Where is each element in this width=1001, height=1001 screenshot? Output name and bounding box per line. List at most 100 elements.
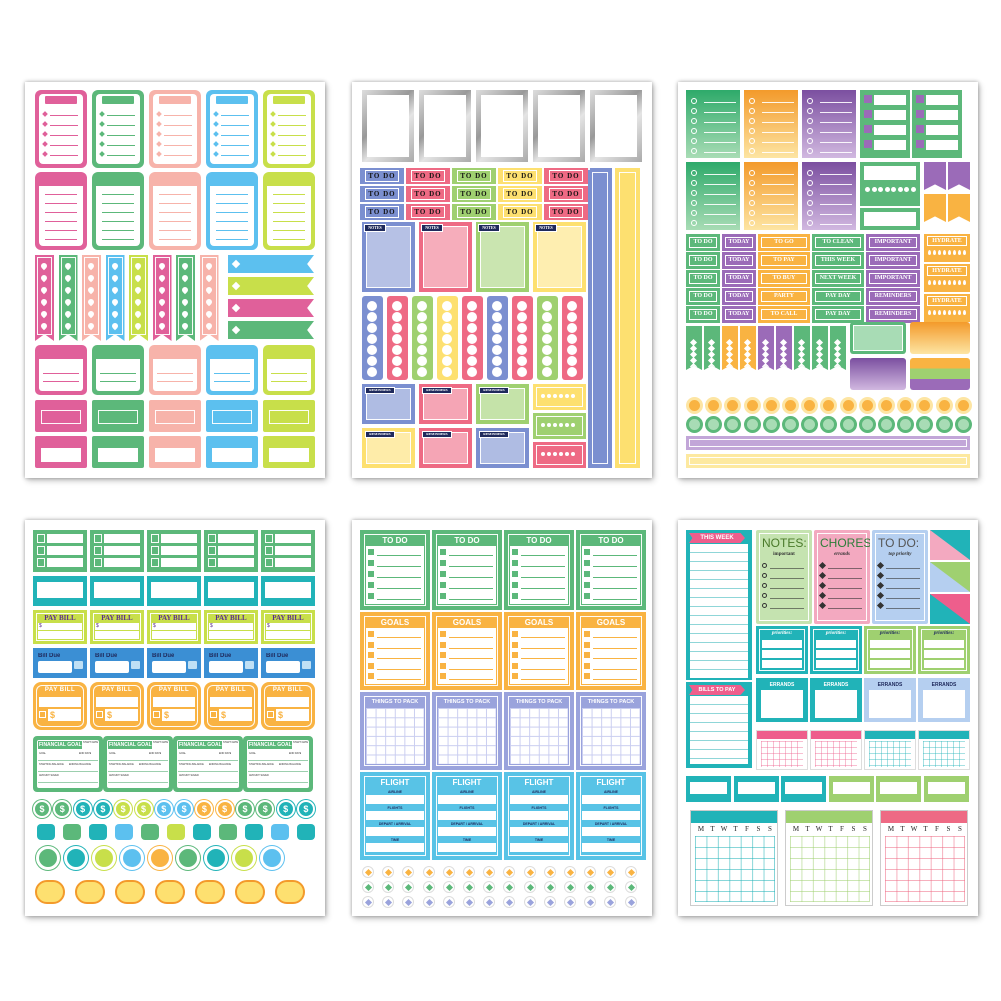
goals-title: GOALS: [524, 618, 554, 627]
checkbox: [440, 641, 446, 648]
calendar-grid: [815, 741, 857, 767]
sticker-frame: [104, 558, 140, 567]
photo-frame-sticker: [419, 90, 471, 162]
water-drop-icon: [948, 250, 951, 255]
header-band: [210, 349, 254, 359]
heart-icon: [833, 362, 842, 370]
heart-icon: [385, 898, 393, 907]
chores-title: CHORES:: [820, 536, 870, 550]
reminder-sticker: REMINDERS: [419, 428, 472, 468]
word-label-sticker: IMPORTANT: [866, 234, 920, 251]
reminder-tag: REMINDERS: [422, 431, 452, 438]
dollar-sign: $: [242, 804, 248, 814]
sticker-frame: [151, 546, 159, 555]
sticker-frame: [619, 172, 636, 464]
dot-sticker: [871, 187, 877, 192]
divider: [820, 142, 852, 143]
heart-icon: [627, 868, 635, 877]
writing-line: [178, 771, 238, 772]
sticker-frame: [208, 546, 216, 555]
sticker-frame: [580, 776, 642, 856]
money-icon-sticker: [193, 824, 211, 840]
checkbox: [368, 641, 374, 648]
heart-dot-sticker: [543, 881, 556, 893]
heart-icon: [231, 259, 241, 269]
flight-field-label: AIRLINE: [388, 790, 402, 794]
dollar-coin-sticker: $: [154, 800, 173, 818]
dollar-coin-sticker: $: [73, 800, 92, 818]
writing-line: [377, 647, 421, 649]
writing-line: [107, 115, 135, 116]
dotted-line: [770, 588, 804, 589]
writing-line: [214, 381, 250, 382]
word-label-text: TO PAY: [761, 255, 807, 266]
mini-calendar-sticker: [810, 730, 862, 770]
flight-field-label: AIRLINE: [460, 790, 474, 794]
sticker-frame: [36, 685, 84, 727]
dollar-sign: $: [161, 804, 167, 814]
dot-sticker: [492, 312, 502, 322]
heart-icon: [546, 898, 554, 907]
sticker-sheet-1: [25, 82, 325, 478]
notes-sticker: NOTES: [533, 222, 586, 292]
sticker-frame: [759, 629, 805, 671]
water-drop-icon: [928, 250, 931, 255]
heart-icon: [725, 362, 734, 370]
bill-due-text: Bill Due: [209, 653, 232, 659]
weekday-label: T: [805, 825, 810, 833]
checkbox: [440, 582, 446, 588]
ribbon-sticker: [199, 255, 219, 341]
checkbox: [131, 661, 140, 669]
sticker-frame: [267, 176, 311, 246]
box-sticker: [850, 358, 906, 390]
icon: [691, 148, 697, 154]
dollar-field: $: [209, 623, 253, 630]
checklist-sticker: [90, 530, 144, 572]
pay-bill-text: PAY BILL: [101, 614, 133, 622]
writing-line: [271, 381, 307, 382]
dot-sticker: [858, 416, 876, 433]
circle-strip-sticker: [487, 296, 508, 380]
pack-title: THINGS TO PACK: [443, 699, 491, 705]
todo-list-sticker: TO DO: [576, 530, 646, 610]
writing-line: [108, 782, 168, 783]
sticker-frame: [37, 534, 45, 543]
sticker-frame: [580, 534, 642, 606]
piggy-bank-sticker: [36, 846, 60, 870]
pay-bill-sticker: PAY BILL $: [90, 682, 144, 730]
weekday-label: M: [697, 825, 705, 833]
writing-line: [38, 760, 98, 761]
blank-field: [152, 661, 186, 673]
goal-field-label: AMOUNT SAVED: [179, 774, 199, 777]
money-icon-sticker: [141, 824, 159, 840]
dollar-coin-sticker: $: [236, 800, 254, 818]
writing-line: [50, 145, 78, 146]
heart-icon: [405, 868, 413, 877]
label-sticker: [35, 436, 87, 468]
dot-sticker: [367, 312, 377, 322]
divider: [762, 112, 794, 113]
heart-icon: [364, 883, 373, 892]
weekday-label: T: [710, 825, 715, 833]
word-label-sticker: TO CLEAN: [812, 234, 864, 251]
piggy-bank-sticker: [64, 846, 88, 870]
list-sticker: [206, 172, 258, 250]
priority-field: [870, 640, 910, 648]
heart-strip-sticker: [740, 326, 756, 370]
checkbox: [864, 95, 872, 103]
todo-label-sticker: TO DO: [544, 204, 588, 220]
weekday-label: F: [745, 825, 749, 833]
writing-line: [164, 145, 192, 146]
checkbox: [267, 711, 274, 718]
dot-sticker: [782, 416, 799, 433]
icon: [807, 210, 813, 216]
sticker-frame: [538, 95, 580, 157]
blank-field: [266, 661, 300, 673]
flight-field: [366, 811, 424, 820]
checkbox: [512, 571, 518, 577]
checklist-sticker: [149, 90, 201, 168]
lined-area: [690, 544, 748, 678]
heart-icon: [445, 868, 453, 877]
sticker-frame: [536, 387, 583, 407]
flight-field-label: FLIGHTS: [387, 806, 403, 810]
